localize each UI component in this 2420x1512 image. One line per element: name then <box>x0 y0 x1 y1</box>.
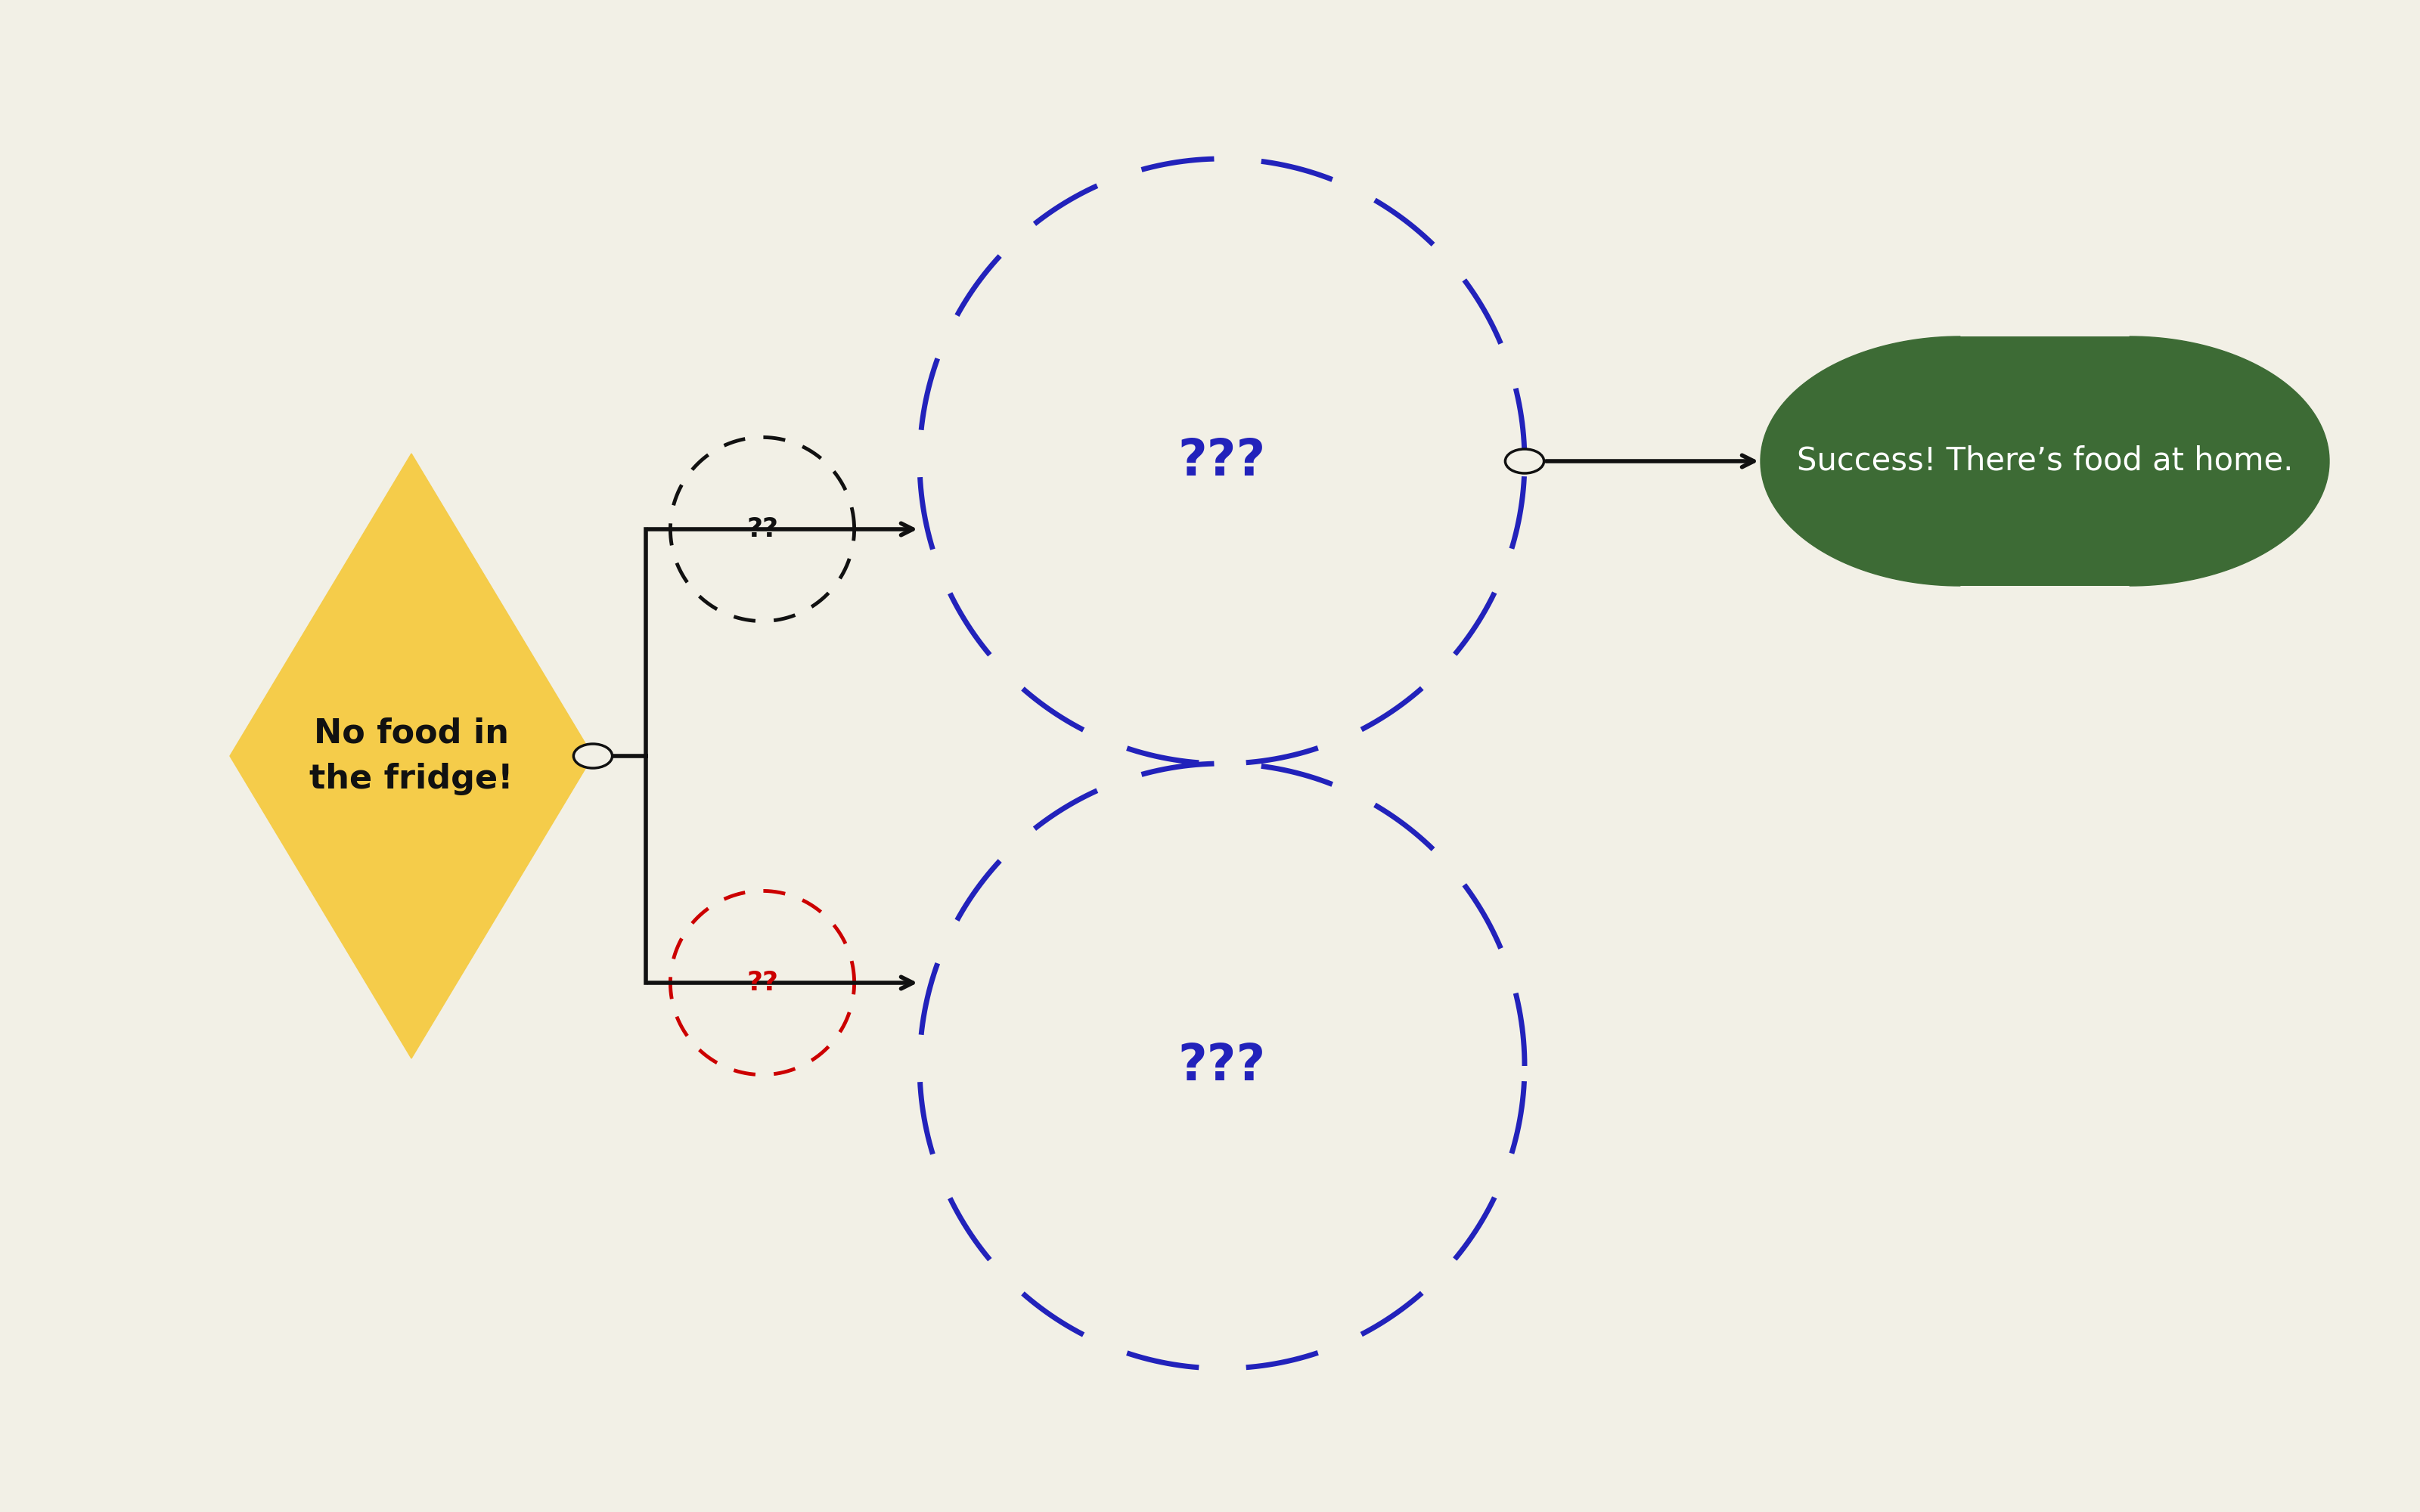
Text: ??: ?? <box>745 971 779 995</box>
Text: ??: ?? <box>745 517 779 543</box>
Circle shape <box>574 744 612 768</box>
FancyBboxPatch shape <box>1960 337 2130 587</box>
Text: ???: ??? <box>1179 1040 1266 1092</box>
Polygon shape <box>670 891 854 1075</box>
Text: Success! There’s food at home.: Success! There’s food at home. <box>1796 445 2294 478</box>
Polygon shape <box>920 159 1525 764</box>
Polygon shape <box>670 437 854 621</box>
Polygon shape <box>1762 337 1960 587</box>
Text: No food in
the fridge!: No food in the fridge! <box>310 717 513 795</box>
FancyBboxPatch shape <box>1960 337 2130 587</box>
Text: ???: ??? <box>1179 435 1266 487</box>
Polygon shape <box>230 454 593 1058</box>
Polygon shape <box>920 764 1525 1368</box>
Circle shape <box>1505 449 1544 473</box>
Polygon shape <box>2130 337 2328 587</box>
